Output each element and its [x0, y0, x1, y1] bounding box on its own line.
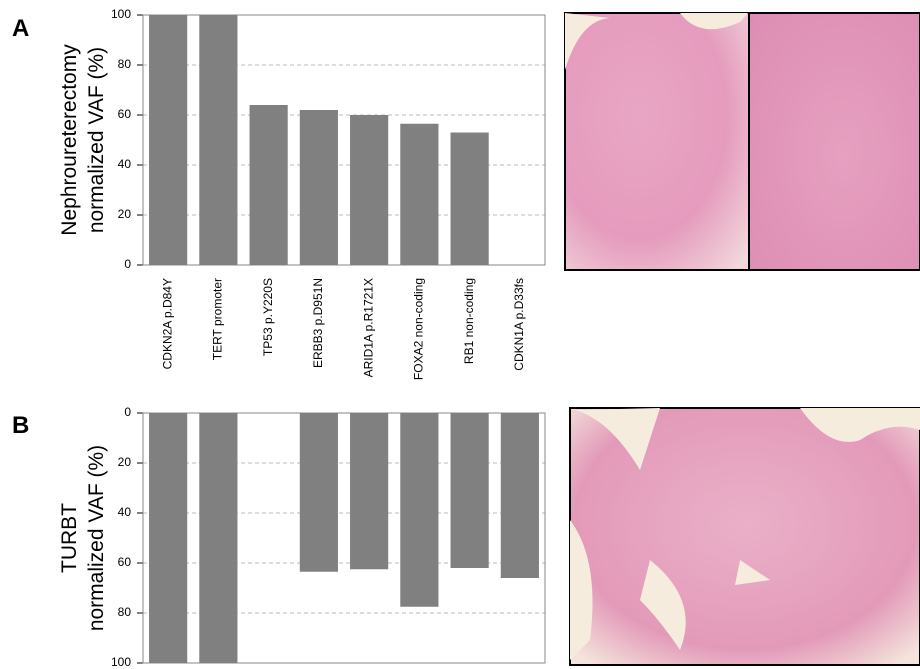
y-axis-label: normalized VAF (%)	[85, 445, 108, 631]
x-tick-label: FOXA2 non-coding	[412, 278, 426, 380]
bar	[199, 413, 237, 663]
bar	[149, 15, 187, 265]
bar	[451, 133, 489, 266]
x-tick-label: TERT promoter	[211, 278, 225, 360]
bar	[350, 115, 388, 265]
y-tick-label: 40	[118, 157, 132, 171]
y-tick-label: 100	[111, 7, 131, 21]
y-tick-label: 60	[118, 107, 132, 121]
x-tick-label: CDKN1A p.D33fs	[512, 278, 526, 371]
y-tick-label: 100	[111, 655, 131, 669]
bar	[400, 124, 438, 265]
bar	[400, 413, 438, 607]
y-tick-label: 0	[124, 405, 131, 419]
y-axis-label: Nephroureterectomy	[58, 44, 81, 236]
bar	[250, 105, 288, 265]
bar	[350, 413, 388, 569]
panel-label: B	[12, 412, 29, 439]
x-tick-label: CDKN2A p.D84Y	[160, 278, 174, 369]
histology-b	[570, 408, 920, 665]
x-tick-label: ARID1A p.R1721X	[361, 278, 375, 377]
x-tick-label: ERBB3 p.D951N	[311, 278, 325, 368]
bar	[300, 413, 338, 572]
bar	[451, 413, 489, 568]
y-tick-label: 20	[118, 455, 132, 469]
y-tick-label: 20	[118, 207, 132, 221]
y-tick-label: 40	[118, 505, 132, 519]
bar	[199, 15, 237, 265]
y-tick-label: 0	[124, 257, 131, 271]
page: ANephroureterectomynormalized VAF (%)020…	[0, 0, 920, 669]
x-tick-label: TP53 p.Y220S	[261, 278, 275, 356]
y-tick-label: 60	[118, 555, 132, 569]
x-tick-label: RB1 non-coding	[462, 278, 476, 364]
panel-label: A	[12, 15, 29, 42]
y-axis-label: TURBT	[58, 503, 81, 573]
y-axis-label: normalized VAF (%)	[85, 47, 108, 233]
bar	[501, 413, 539, 578]
bar	[300, 110, 338, 265]
figure: ANephroureterectomynormalized VAF (%)020…	[0, 0, 920, 669]
y-tick-label: 80	[118, 605, 132, 619]
bar	[149, 413, 187, 663]
y-tick-label: 80	[118, 57, 132, 71]
histology-a	[565, 13, 920, 270]
